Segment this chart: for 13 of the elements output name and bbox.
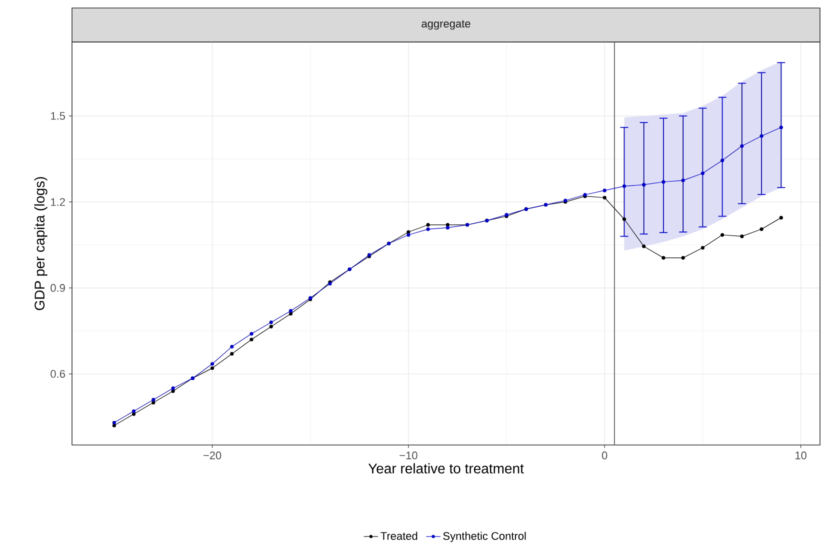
y-tick-label: 0.9 — [50, 284, 65, 292]
x-axis-title: Year relative to treatment — [368, 463, 524, 474]
legend-label: Treated — [380, 532, 418, 540]
y-axis-title: GDP per capita (logs) — [34, 177, 48, 310]
legend-label: Synthetic Control — [443, 532, 526, 542]
x-tick-label: −10 — [400, 452, 418, 460]
chart-title: aggregate — [422, 20, 470, 30]
x-tick-label: 0 — [602, 452, 608, 460]
y-tick-label: 0.6 — [50, 370, 65, 378]
y-tick-label: 1.2 — [51, 198, 65, 206]
y-tick-label: 1.5 — [51, 112, 66, 120]
x-tick-label: 10 — [795, 452, 806, 460]
x-tick-label: −20 — [203, 452, 222, 460]
